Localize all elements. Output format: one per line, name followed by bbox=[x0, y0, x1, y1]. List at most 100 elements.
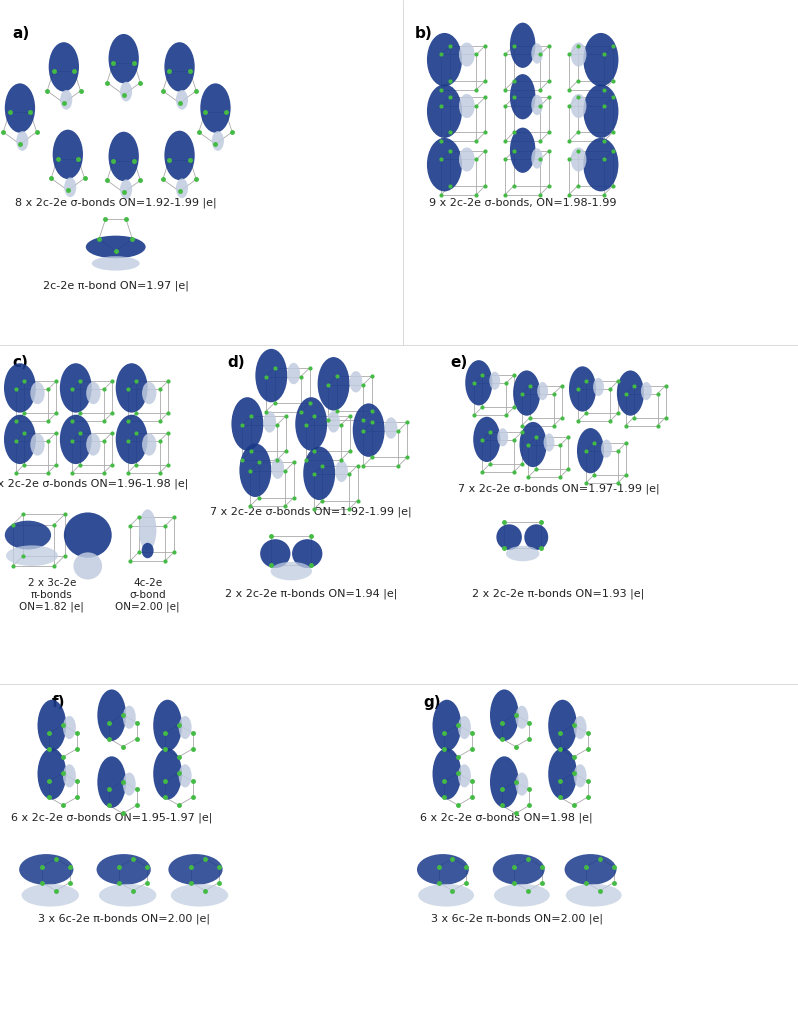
Text: e): e) bbox=[451, 355, 468, 370]
Ellipse shape bbox=[120, 179, 132, 200]
Ellipse shape bbox=[418, 884, 474, 907]
Text: 7 x 2c-2e σ-bonds ON=1.97-1.99 |e|: 7 x 2c-2e σ-bonds ON=1.97-1.99 |e| bbox=[458, 484, 659, 494]
Text: 2c-2e π-bond ON=1.97 |e|: 2c-2e π-bond ON=1.97 |e| bbox=[43, 281, 188, 291]
Ellipse shape bbox=[571, 147, 587, 172]
Ellipse shape bbox=[287, 363, 300, 384]
Ellipse shape bbox=[30, 433, 45, 456]
Ellipse shape bbox=[295, 397, 327, 451]
Ellipse shape bbox=[16, 131, 29, 151]
Ellipse shape bbox=[510, 23, 535, 68]
Ellipse shape bbox=[271, 562, 312, 580]
Ellipse shape bbox=[63, 716, 76, 739]
Ellipse shape bbox=[22, 884, 79, 907]
Ellipse shape bbox=[60, 90, 73, 110]
Ellipse shape bbox=[490, 689, 519, 741]
Ellipse shape bbox=[99, 884, 156, 907]
Ellipse shape bbox=[263, 412, 276, 432]
Ellipse shape bbox=[60, 363, 92, 413]
Ellipse shape bbox=[60, 415, 92, 464]
Ellipse shape bbox=[537, 382, 548, 400]
Text: 2 x 2c-2e π-bonds ON=1.94 |e|: 2 x 2c-2e π-bonds ON=1.94 |e| bbox=[225, 589, 397, 599]
Ellipse shape bbox=[569, 366, 596, 412]
Ellipse shape bbox=[601, 439, 612, 458]
Ellipse shape bbox=[417, 854, 469, 885]
Ellipse shape bbox=[200, 83, 231, 133]
Ellipse shape bbox=[548, 700, 577, 751]
Ellipse shape bbox=[63, 765, 76, 787]
Ellipse shape bbox=[171, 884, 228, 907]
Ellipse shape bbox=[327, 412, 340, 432]
Ellipse shape bbox=[168, 854, 223, 885]
Ellipse shape bbox=[116, 415, 148, 464]
Ellipse shape bbox=[577, 428, 604, 473]
Ellipse shape bbox=[574, 716, 587, 739]
Ellipse shape bbox=[38, 748, 66, 800]
Ellipse shape bbox=[255, 349, 287, 402]
Ellipse shape bbox=[489, 371, 500, 390]
Ellipse shape bbox=[5, 521, 51, 549]
Ellipse shape bbox=[458, 765, 471, 787]
Ellipse shape bbox=[617, 370, 644, 416]
Text: 8 x 2c-2e σ-bonds ON=1.92-1.99 |e|: 8 x 2c-2e σ-bonds ON=1.92-1.99 |e| bbox=[15, 198, 216, 208]
Ellipse shape bbox=[4, 415, 36, 464]
Ellipse shape bbox=[571, 94, 587, 118]
Ellipse shape bbox=[583, 33, 618, 86]
Text: f): f) bbox=[52, 695, 65, 710]
Text: 6 x 2c-2e σ-bonds ON=1.98 |e|: 6 x 2c-2e σ-bonds ON=1.98 |e| bbox=[421, 813, 593, 823]
Ellipse shape bbox=[574, 765, 587, 787]
Ellipse shape bbox=[5, 83, 35, 133]
Ellipse shape bbox=[497, 428, 508, 447]
Ellipse shape bbox=[427, 33, 462, 86]
Text: 6 x 2c-2e σ-bonds ON=1.96-1.98 |e|: 6 x 2c-2e σ-bonds ON=1.96-1.98 |e| bbox=[0, 478, 188, 489]
Ellipse shape bbox=[427, 84, 462, 138]
Ellipse shape bbox=[239, 443, 271, 497]
Text: 2 x 3c-2e
π-bonds
ON=1.82 |e|: 2 x 3c-2e π-bonds ON=1.82 |e| bbox=[19, 578, 85, 612]
Ellipse shape bbox=[64, 512, 112, 558]
Ellipse shape bbox=[179, 765, 192, 787]
Ellipse shape bbox=[97, 854, 151, 885]
Ellipse shape bbox=[335, 461, 348, 482]
Ellipse shape bbox=[49, 42, 79, 92]
Ellipse shape bbox=[120, 81, 132, 102]
Ellipse shape bbox=[493, 854, 544, 885]
Ellipse shape bbox=[531, 43, 543, 64]
Ellipse shape bbox=[139, 509, 156, 551]
Ellipse shape bbox=[30, 382, 45, 404]
Ellipse shape bbox=[303, 447, 335, 500]
Ellipse shape bbox=[465, 360, 492, 405]
Text: g): g) bbox=[423, 695, 440, 710]
Ellipse shape bbox=[433, 700, 461, 751]
Ellipse shape bbox=[38, 700, 66, 751]
Ellipse shape bbox=[506, 545, 539, 562]
Text: b): b) bbox=[415, 26, 433, 41]
Ellipse shape bbox=[97, 689, 126, 741]
Ellipse shape bbox=[571, 42, 587, 67]
Ellipse shape bbox=[519, 422, 547, 467]
Ellipse shape bbox=[510, 74, 535, 119]
Ellipse shape bbox=[353, 403, 385, 457]
Ellipse shape bbox=[385, 418, 397, 438]
Ellipse shape bbox=[641, 382, 652, 400]
Ellipse shape bbox=[565, 854, 616, 885]
Ellipse shape bbox=[211, 131, 224, 151]
Ellipse shape bbox=[6, 545, 57, 566]
Text: 3 x 6c-2e π-bonds ON=2.00 |e|: 3 x 6c-2e π-bonds ON=2.00 |e| bbox=[38, 914, 210, 924]
Ellipse shape bbox=[473, 417, 500, 462]
Ellipse shape bbox=[4, 363, 36, 413]
Ellipse shape bbox=[142, 433, 156, 456]
Ellipse shape bbox=[433, 748, 461, 800]
Text: 4c-2e
σ-bond
ON=2.00 |e|: 4c-2e σ-bond ON=2.00 |e| bbox=[116, 578, 180, 612]
Ellipse shape bbox=[153, 748, 182, 800]
Ellipse shape bbox=[459, 94, 475, 118]
Ellipse shape bbox=[86, 382, 101, 404]
Ellipse shape bbox=[123, 773, 136, 795]
Text: 6 x 2c-2e σ-bonds ON=1.95-1.97 |e|: 6 x 2c-2e σ-bonds ON=1.95-1.97 |e| bbox=[11, 813, 212, 823]
Ellipse shape bbox=[176, 178, 188, 199]
Ellipse shape bbox=[142, 382, 156, 404]
Ellipse shape bbox=[459, 42, 475, 67]
Ellipse shape bbox=[231, 397, 263, 451]
Ellipse shape bbox=[97, 756, 126, 808]
Ellipse shape bbox=[164, 42, 195, 92]
Ellipse shape bbox=[318, 357, 350, 411]
Ellipse shape bbox=[566, 884, 622, 907]
